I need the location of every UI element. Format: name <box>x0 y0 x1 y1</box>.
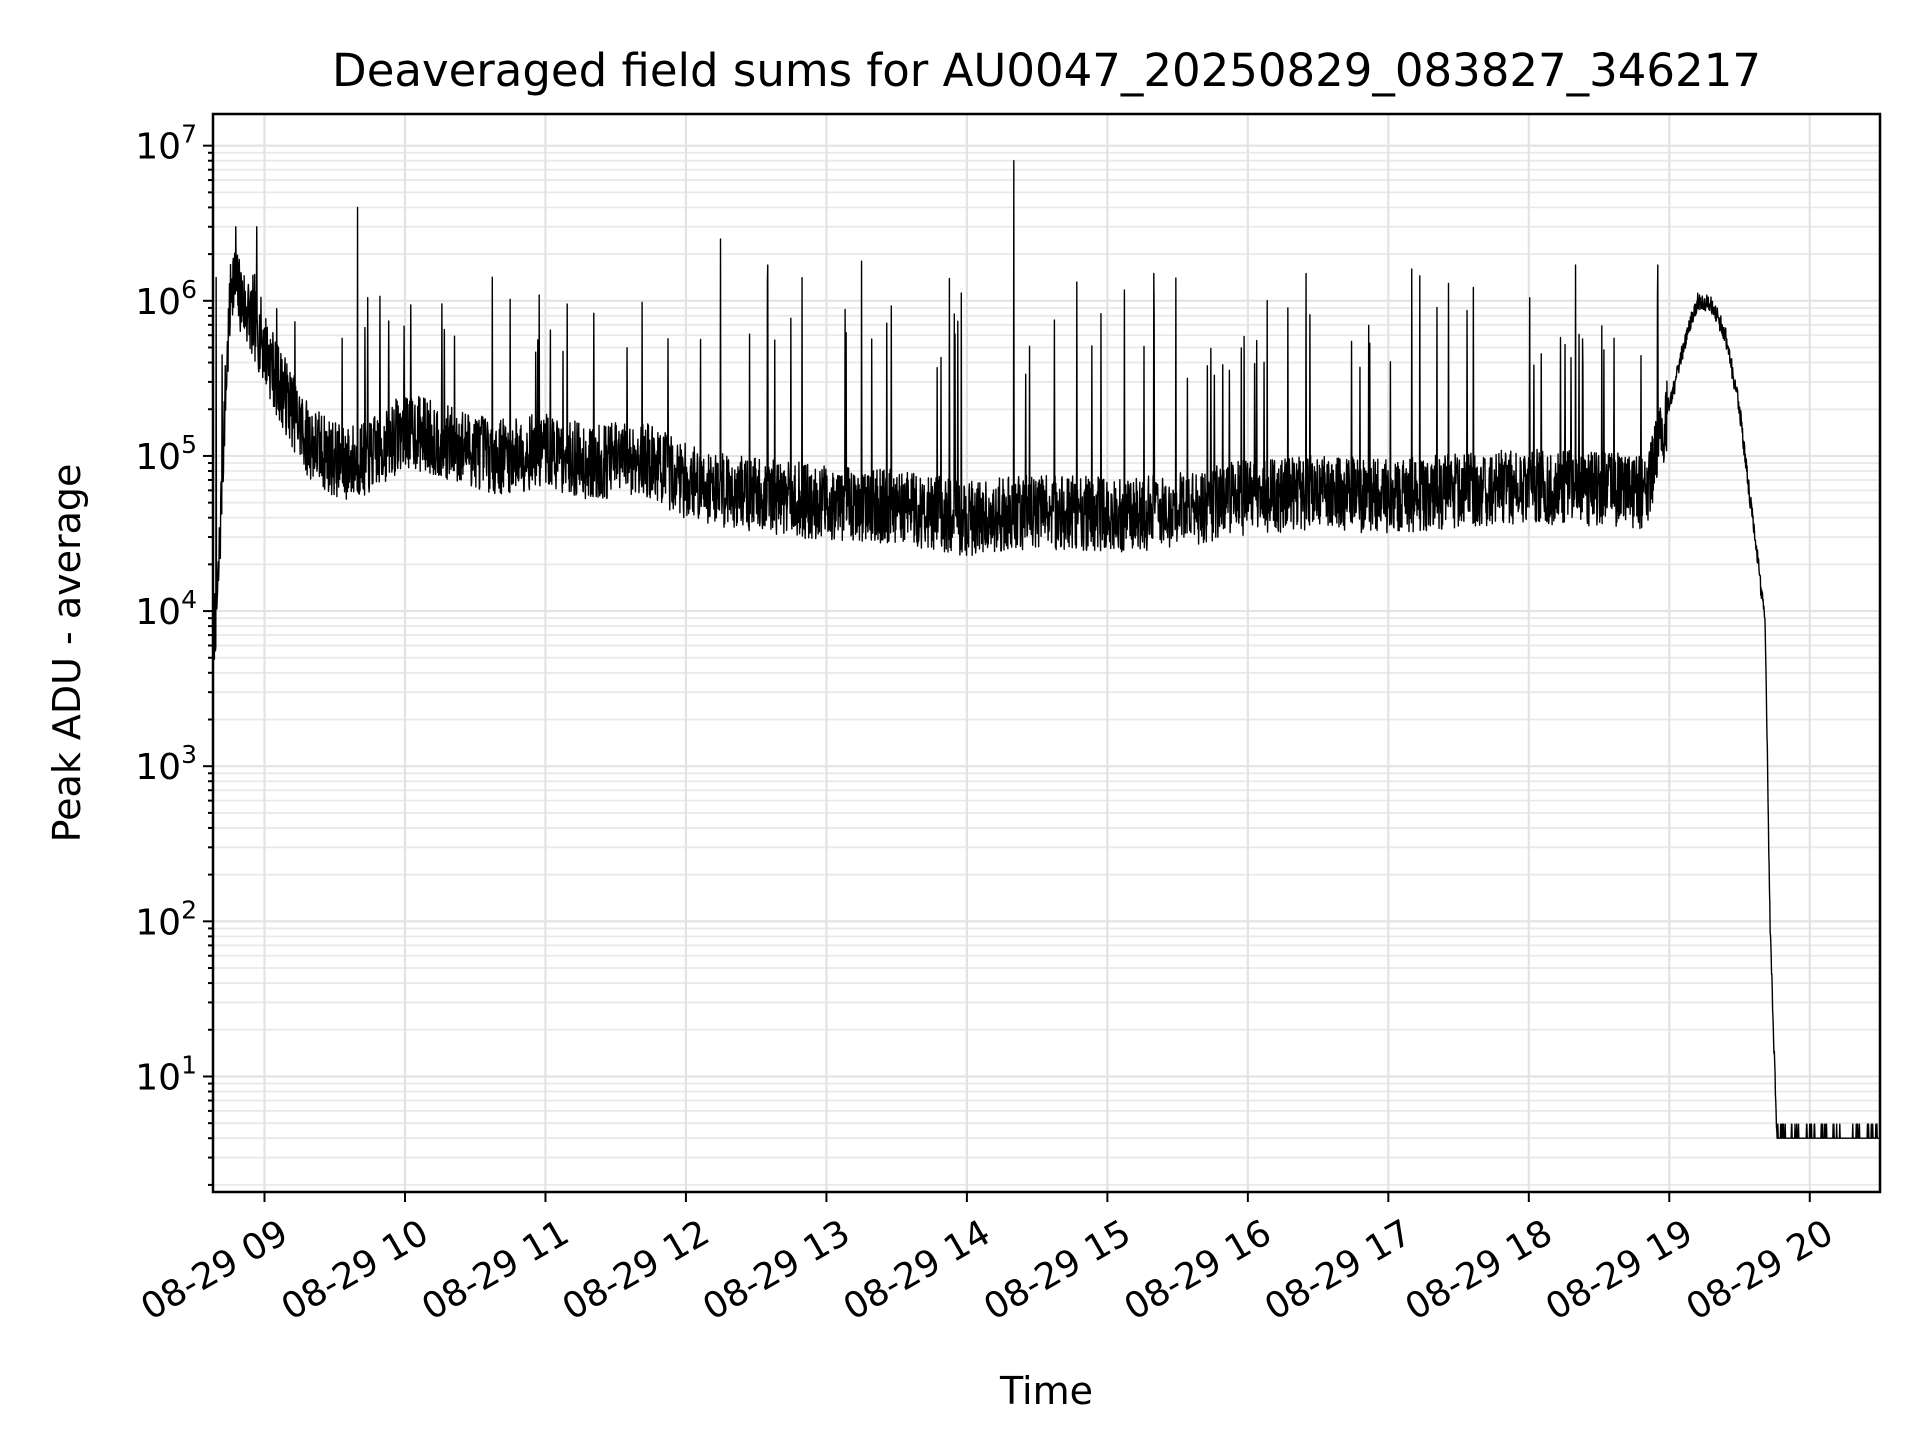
data-series <box>212 160 1881 1139</box>
y-tick-label: 105 <box>135 430 197 478</box>
y-tick-base: 10 <box>135 127 181 168</box>
y-tick-base: 10 <box>135 437 181 478</box>
y-tick-base: 10 <box>135 747 181 788</box>
series-line <box>212 160 1881 1139</box>
y-tick-base: 10 <box>135 282 181 323</box>
y-tick-exponent: 2 <box>181 895 197 924</box>
chart-title: Deaveraged field sums for AU0047_2025082… <box>332 44 1761 97</box>
y-tick-base: 10 <box>135 1057 181 1098</box>
y-axis-label: Peak ADU - average <box>45 464 89 843</box>
y-tick-exponent: 3 <box>181 740 197 769</box>
y-tick-label: 107 <box>135 120 197 168</box>
y-tick-label: 101 <box>135 1050 197 1098</box>
y-tick-base: 10 <box>135 592 181 633</box>
y-tick-exponent: 4 <box>181 585 197 614</box>
y-tick-exponent: 6 <box>181 275 197 304</box>
y-tick-exponent: 1 <box>181 1050 197 1079</box>
y-tick-base: 10 <box>135 902 181 943</box>
y-tick-label: 104 <box>135 585 197 633</box>
x-axis-label: Time <box>999 1369 1093 1413</box>
y-tick-label: 103 <box>135 740 197 788</box>
plot-frame <box>211 112 1882 1194</box>
y-tick-label: 102 <box>135 895 197 943</box>
y-tick-exponent: 7 <box>181 120 197 149</box>
y-tick-label: 106 <box>135 275 197 323</box>
y-tick-exponent: 5 <box>181 430 197 459</box>
